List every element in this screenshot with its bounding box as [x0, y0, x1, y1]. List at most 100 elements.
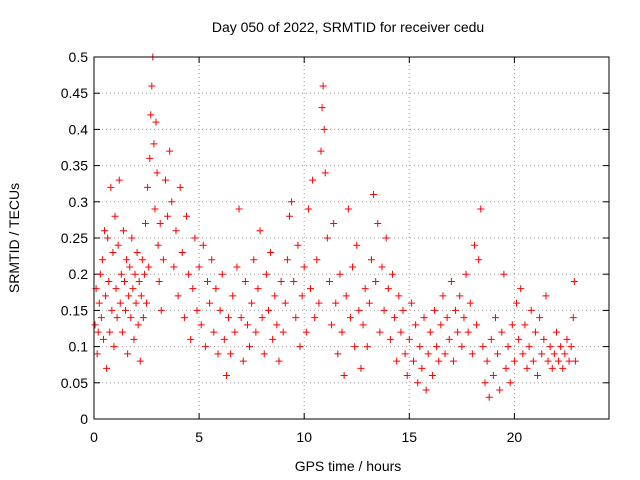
x-tick-label: 0	[90, 429, 98, 445]
data-point-marker	[498, 328, 506, 336]
y-tick-label: 0.15	[61, 302, 88, 318]
data-point-marker	[116, 299, 124, 307]
data-point-marker	[439, 292, 447, 300]
y-tick-label: 0.3	[69, 194, 89, 210]
data-point-marker	[321, 169, 329, 177]
data-point-marker	[129, 285, 137, 293]
data-point-marker	[431, 306, 439, 314]
x-tick-label: 20	[507, 429, 523, 445]
data-point-marker	[262, 270, 270, 278]
data-point-marker	[143, 299, 151, 307]
data-point-marker	[342, 292, 350, 300]
data-point-marker	[275, 357, 283, 365]
data-point-marker	[363, 343, 371, 351]
data-point-marker	[199, 241, 207, 249]
data-point-marker	[496, 386, 504, 394]
data-point-marker	[338, 328, 346, 336]
data-point-marker	[458, 343, 466, 351]
data-point-marker	[433, 343, 441, 351]
data-point-marker	[288, 198, 296, 206]
data-point-marker	[189, 285, 197, 293]
data-point-marker	[424, 350, 432, 358]
data-point-marker	[110, 343, 118, 351]
data-point-marker	[384, 285, 392, 293]
data-point-marker	[464, 328, 472, 336]
data-point-marker	[500, 270, 508, 278]
data-point-marker	[515, 335, 523, 343]
data-point-marker	[569, 314, 577, 322]
data-point-marker	[146, 154, 154, 162]
data-point-marker	[124, 350, 132, 358]
x-tick-label: 10	[296, 429, 312, 445]
data-point-marker	[132, 299, 140, 307]
x-axis-label: GPS time / hours	[295, 458, 402, 474]
data-point-marker	[220, 335, 228, 343]
data-point-marker	[250, 256, 258, 264]
data-point-marker	[571, 357, 579, 365]
chart-title: Day 050 of 2022, SRMTID for receiver ced…	[212, 19, 484, 35]
data-point-marker	[414, 379, 422, 387]
data-point-marker	[470, 241, 478, 249]
data-point-marker	[435, 357, 443, 365]
data-point-marker	[107, 183, 115, 191]
plot-frame	[93, 56, 610, 420]
data-point-marker	[94, 328, 102, 336]
data-point-marker	[210, 328, 218, 336]
data-point-marker	[91, 321, 99, 329]
data-point-marker	[521, 321, 529, 329]
data-point-marker	[96, 270, 104, 278]
data-point-marker	[151, 205, 159, 213]
x-tick-label: 15	[402, 429, 418, 445]
data-point-marker	[153, 169, 161, 177]
data-point-marker	[328, 321, 336, 329]
y-tick-label: 0	[80, 411, 88, 427]
data-point-marker	[191, 234, 199, 242]
data-point-marker	[527, 306, 535, 314]
data-point-marker	[399, 306, 407, 314]
data-point-marker	[353, 241, 361, 249]
data-point-marker	[359, 321, 367, 329]
data-point-marker	[231, 328, 239, 336]
data-point-marker	[454, 328, 462, 336]
data-point-marker	[370, 191, 378, 199]
data-point-marker	[157, 306, 165, 314]
data-point-marker	[294, 241, 302, 249]
y-tick-label: 0.5	[69, 49, 89, 65]
data-point-marker	[513, 299, 521, 307]
data-point-marker	[246, 343, 254, 351]
data-point-marker	[422, 386, 430, 394]
data-point-marker	[542, 292, 550, 300]
data-point-marker	[344, 205, 352, 213]
data-point-marker	[197, 321, 205, 329]
data-point-marker	[212, 285, 220, 293]
data-point-marker	[407, 299, 415, 307]
data-point-marker	[313, 256, 321, 264]
data-point-marker	[320, 125, 328, 133]
data-point-marker	[172, 227, 180, 235]
data-point-marker	[420, 314, 428, 322]
y-tick-label: 0.2	[69, 266, 89, 282]
data-point-marker	[318, 104, 326, 112]
data-point-marker	[355, 306, 363, 314]
data-point-marker	[546, 343, 554, 351]
data-point-marker	[323, 234, 331, 242]
data-point-marker	[193, 306, 201, 314]
data-point-marker	[168, 198, 176, 206]
data-point-marker	[397, 328, 405, 336]
data-point-marker	[283, 256, 291, 264]
data-point-marker	[494, 350, 502, 358]
data-point-marker	[336, 270, 344, 278]
data-point-marker	[187, 335, 195, 343]
data-point-marker	[309, 176, 317, 184]
data-point-marker	[139, 314, 147, 322]
data-point-marker	[145, 263, 153, 271]
data-point-marker	[178, 248, 186, 256]
data-point-marker	[550, 350, 558, 358]
data-point-marker	[536, 314, 544, 322]
data-point-marker	[235, 205, 243, 213]
data-point-marker	[279, 328, 287, 336]
axis-ticks: 0 0.05 0.1 0.15 0.2 0.25 0.3 0.35 0.4 0.45 0.5 0 5 10…	[61, 49, 609, 445]
data-point-marker	[104, 234, 112, 242]
data-point-marker	[365, 299, 373, 307]
data-point-marker	[292, 314, 300, 322]
